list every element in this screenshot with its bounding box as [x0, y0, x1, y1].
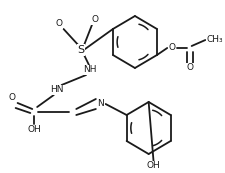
- Text: O: O: [91, 16, 98, 25]
- Text: OH: OH: [27, 125, 41, 134]
- Text: O: O: [8, 93, 15, 102]
- Text: CH₃: CH₃: [205, 35, 222, 44]
- Text: N: N: [97, 99, 104, 108]
- Text: HN: HN: [50, 85, 63, 94]
- Text: O: O: [55, 20, 62, 29]
- Text: NH: NH: [83, 66, 96, 75]
- Text: S: S: [77, 45, 84, 55]
- Text: O: O: [185, 63, 192, 72]
- Text: O: O: [168, 43, 175, 52]
- Text: OH: OH: [146, 162, 160, 171]
